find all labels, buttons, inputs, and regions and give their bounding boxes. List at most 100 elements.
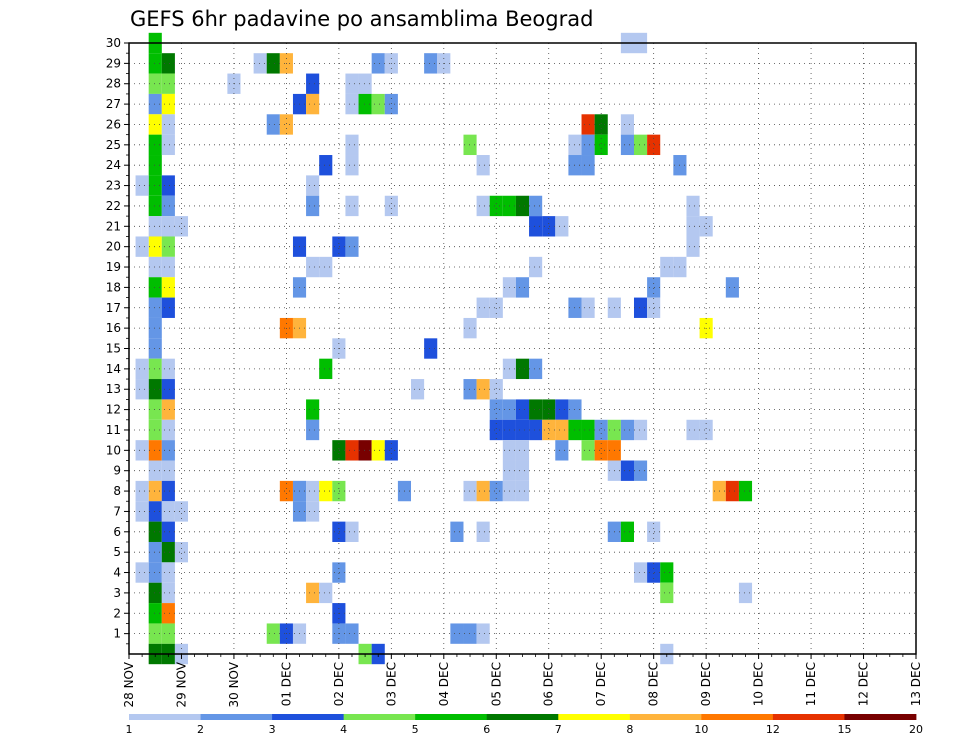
x-tick-label: 03 DEC [384, 662, 398, 706]
colorbar-swatch [629, 714, 702, 720]
heatmap-cell [594, 440, 608, 461]
heatmap-cell [135, 175, 149, 196]
heatmap-cell [515, 419, 530, 441]
heatmap-cell [306, 582, 320, 604]
heatmap-cell [306, 501, 320, 522]
heatmap-cell [424, 53, 438, 74]
heatmap-cell [594, 114, 608, 135]
colorbar-label: 4 [340, 723, 347, 736]
heatmap-cell [581, 155, 595, 176]
y-tick-label: 27 [106, 97, 121, 111]
y-tick-label: 2 [113, 606, 121, 620]
x-tick-label: 11 DEC [804, 662, 818, 706]
heatmap-cell [135, 236, 149, 257]
heatmap-cell [489, 419, 503, 441]
colorbar-swatch [772, 714, 845, 720]
heatmap-cell [345, 155, 359, 176]
heatmap-cell [332, 562, 346, 583]
colorbar-label: 2 [197, 723, 204, 736]
heatmap-cell [633, 460, 648, 481]
heatmap-cell [515, 358, 530, 380]
heatmap-cell [161, 358, 175, 380]
heatmap-cell [450, 623, 464, 644]
heatmap-cell [345, 93, 359, 115]
heatmap-cell [135, 440, 149, 461]
heatmap-cell [148, 623, 162, 644]
y-tick-label: 6 [113, 525, 121, 539]
heatmap-cell [581, 114, 595, 135]
heatmap-cell [148, 460, 162, 481]
heatmap-cell [384, 440, 398, 461]
heatmap-cell [148, 480, 162, 502]
heatmap-cell [266, 623, 280, 644]
y-tick-label: 3 [113, 586, 121, 600]
heatmap-cell [332, 440, 346, 461]
y-tick-label: 10 [106, 443, 121, 457]
y-tick-label: 19 [106, 260, 121, 274]
heatmap-cell [647, 277, 661, 298]
heatmap-cell [148, 134, 162, 156]
heatmap-cell [660, 562, 674, 583]
heatmap-cell [161, 114, 175, 135]
y-tick-label: 8 [113, 484, 121, 498]
colorbar-swatch [844, 714, 917, 720]
x-tick-label: 30 NOV [227, 661, 241, 707]
heatmap-cell [319, 155, 333, 176]
heatmap-cell [148, 440, 162, 461]
heatmap-cell [174, 541, 189, 563]
heatmap-cell [489, 399, 503, 420]
heatmap-cell [489, 195, 503, 217]
heatmap-cell [699, 419, 713, 441]
heatmap-cell [161, 277, 175, 298]
x-tick-label: 07 DEC [594, 662, 608, 706]
heatmap-cell [371, 93, 385, 115]
heatmap-cell [476, 297, 490, 318]
heatmap-cell [148, 195, 162, 217]
heatmap-cell [620, 460, 634, 481]
heatmap-cell [161, 460, 175, 481]
heatmap-cell [633, 297, 648, 318]
x-tick-label: 01 DEC [279, 662, 293, 706]
heatmap-cell [725, 480, 739, 502]
heatmap-cell [148, 358, 162, 380]
heatmap-cell [148, 541, 162, 563]
heatmap-cell [148, 93, 162, 115]
heatmap-cell [345, 440, 359, 461]
heatmap-cell [161, 256, 175, 278]
heatmap-cell [174, 216, 189, 237]
heatmap-cell [161, 501, 175, 522]
heatmap-cell [148, 73, 162, 94]
heatmap-cell [660, 582, 674, 604]
colorbar-label: 1 [126, 723, 133, 736]
heatmap-cell [253, 53, 267, 74]
y-tick-label: 23 [106, 179, 121, 193]
heatmap-cell [148, 256, 162, 278]
heatmap-cell [594, 419, 608, 441]
heatmap-cell [161, 73, 175, 94]
chart-title: GEFS 6hr padavine po ansamblima Beograd [130, 7, 593, 31]
heatmap-cell [161, 134, 175, 156]
colorbar-swatch [415, 714, 488, 720]
heatmap-cell [529, 399, 543, 420]
colorbar-label: 3 [269, 723, 276, 736]
heatmap-cell [161, 53, 175, 74]
heatmap-cell [135, 501, 149, 522]
heatmap-cell [161, 603, 175, 624]
heatmap-cell [384, 93, 398, 115]
y-tick-label: 14 [106, 362, 121, 376]
heatmap-cell [699, 216, 713, 237]
heatmap-cell [332, 236, 346, 257]
heatmap-cell [686, 419, 700, 441]
heatmap-cell [148, 114, 162, 135]
heatmap-cell [306, 399, 320, 420]
heatmap-cell [306, 73, 320, 94]
colorbar-swatch [272, 714, 345, 720]
heatmap-cell [161, 236, 175, 257]
heatmap-cell [633, 562, 648, 583]
heatmap-cell [161, 216, 175, 237]
heatmap-cell [529, 195, 543, 217]
heatmap-cell [476, 379, 490, 400]
heatmap-cell [450, 521, 464, 542]
heatmap-cells [135, 32, 753, 665]
heatmap-cell [161, 379, 175, 400]
